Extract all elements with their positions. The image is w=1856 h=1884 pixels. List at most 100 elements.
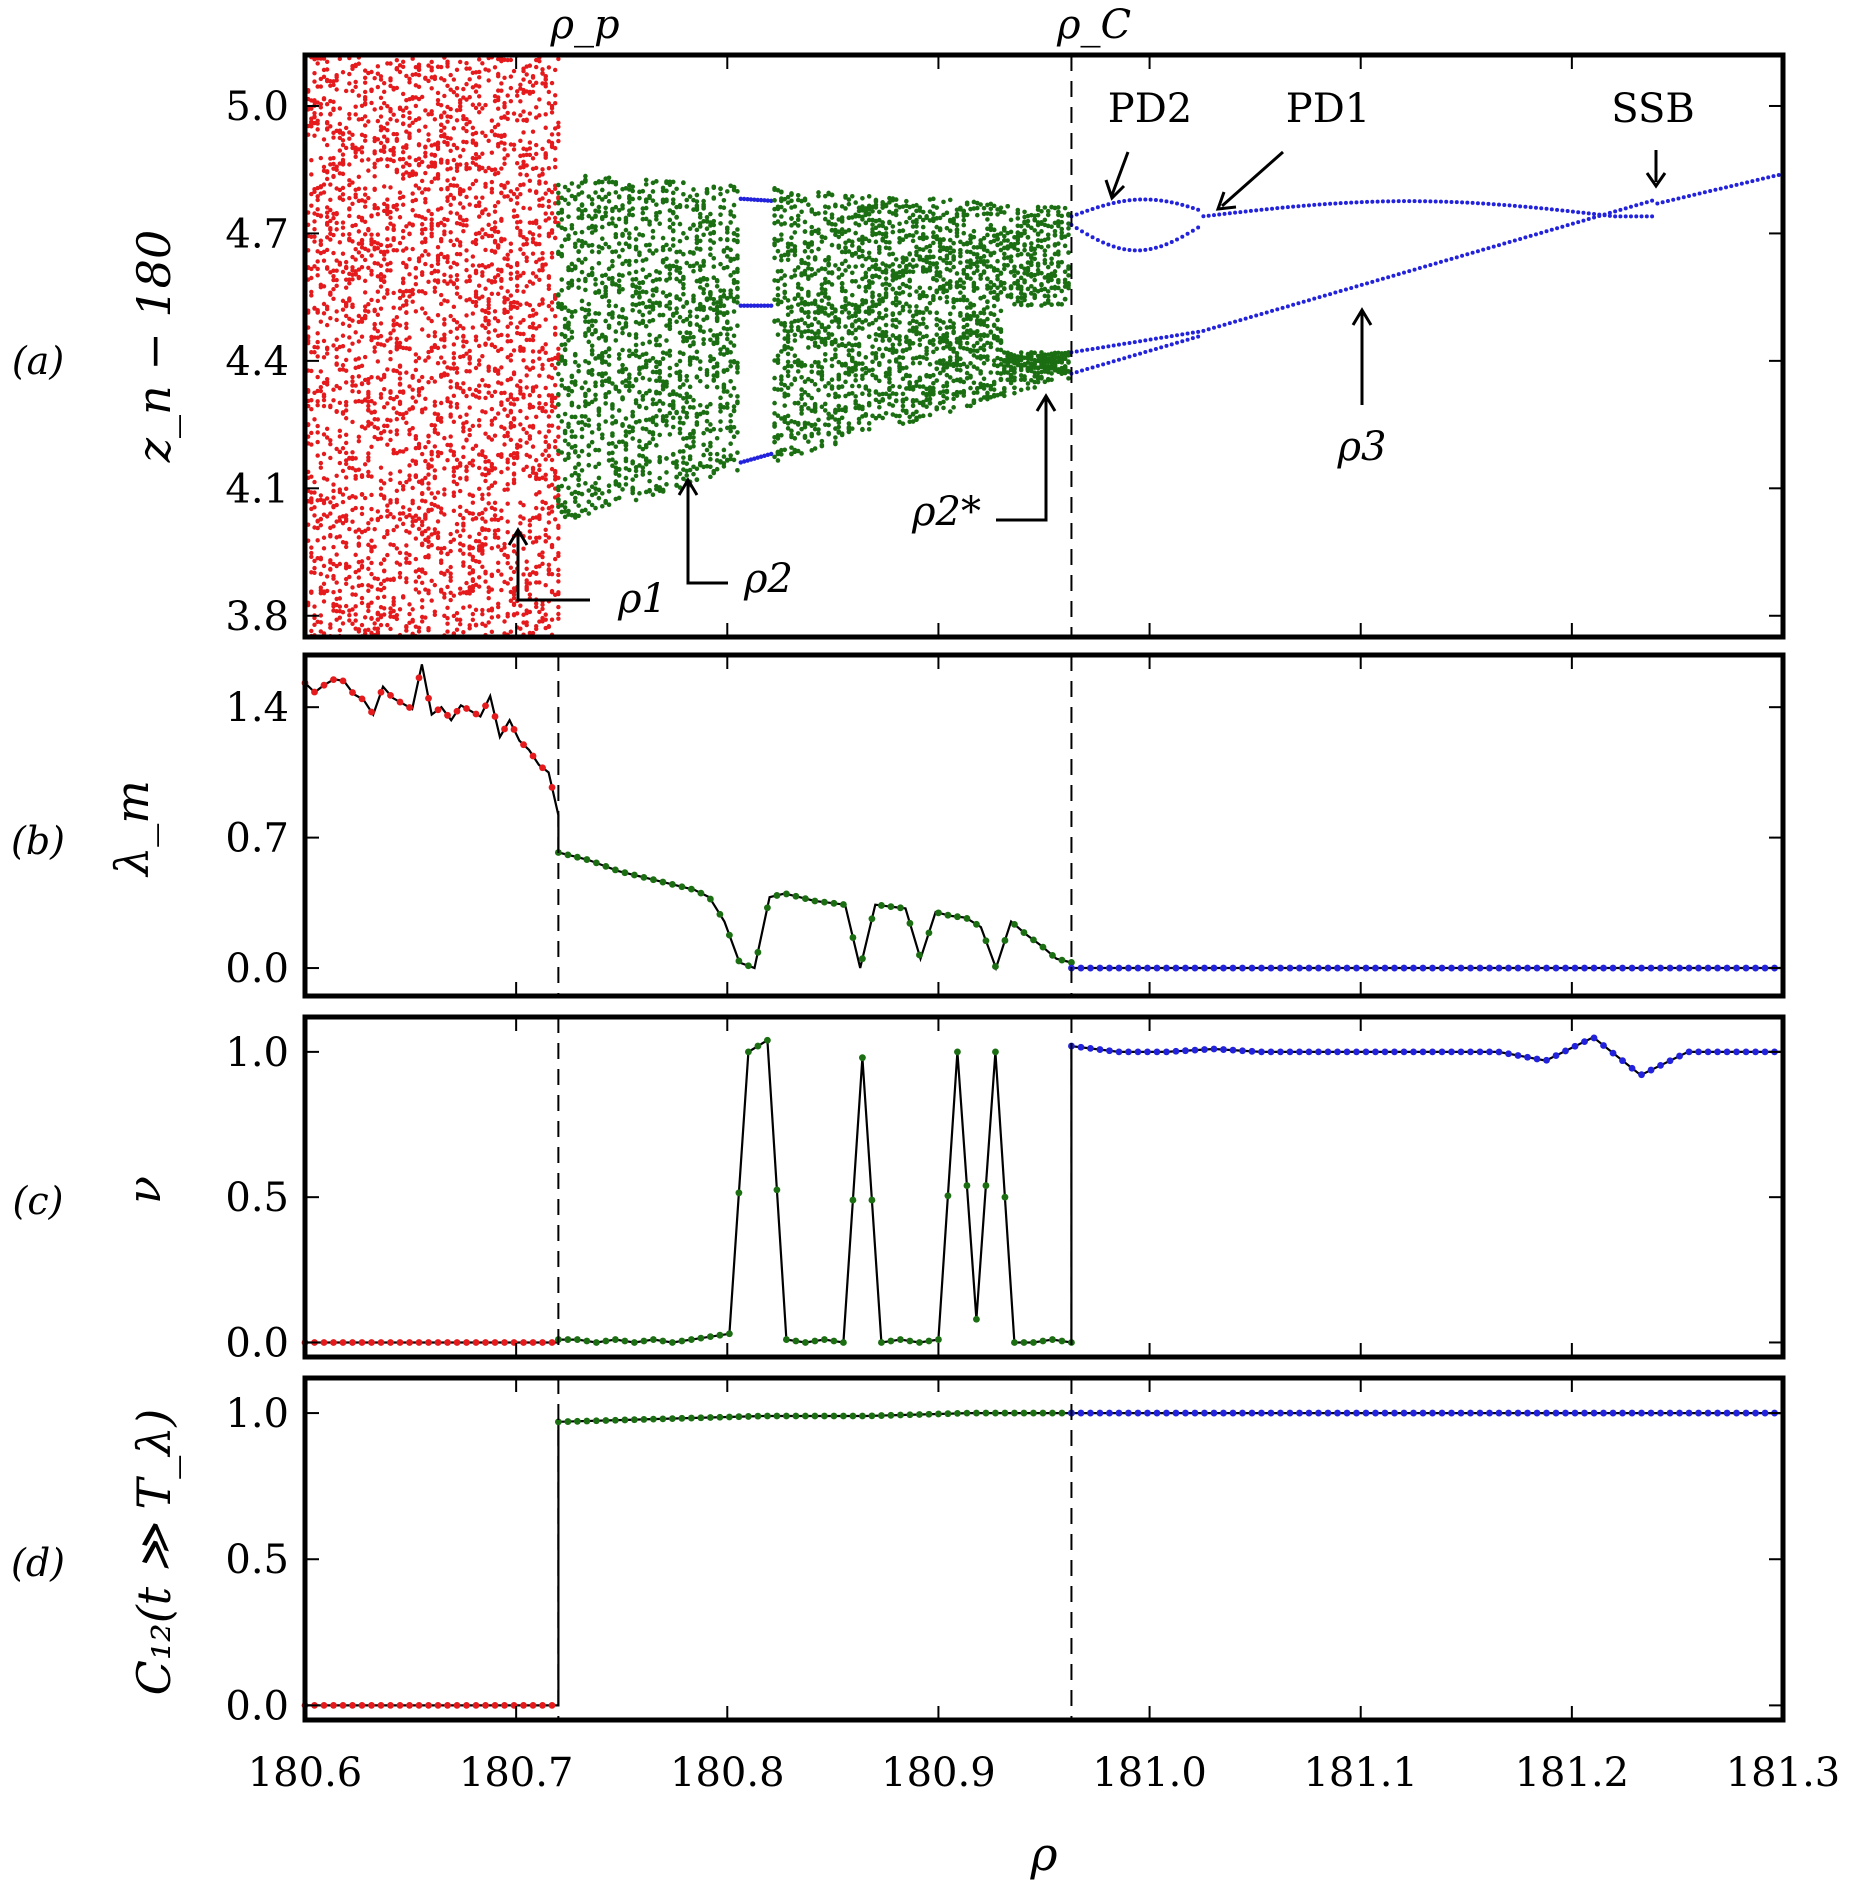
bifurcation-point	[559, 483, 565, 489]
bifurcation-point	[312, 505, 317, 510]
bifurcation-point	[660, 488, 666, 494]
bifurcation-point	[438, 122, 444, 127]
bifurcation-point	[470, 125, 476, 130]
bifurcation-point	[483, 231, 488, 237]
bifurcation-point	[620, 286, 625, 292]
bifurcation-point	[369, 615, 374, 621]
bifurcation-point	[505, 324, 510, 329]
bifurcation-point	[637, 371, 642, 377]
bifurcation-point	[369, 517, 374, 522]
bifurcation-point	[623, 442, 629, 448]
bifurcation-point	[385, 268, 390, 273]
bifurcation-point	[681, 382, 686, 387]
bifurcation-point	[486, 390, 491, 395]
bifurcation-point	[772, 375, 777, 381]
bifurcation-point	[461, 515, 466, 521]
bifurcation-point	[397, 411, 403, 417]
bifurcation-point	[583, 507, 588, 513]
bifurcation-point	[569, 491, 575, 497]
bifurcation-point	[340, 192, 346, 197]
bifurcation-point	[448, 106, 453, 112]
bifurcation-point	[476, 75, 482, 80]
bifurcation-point	[378, 395, 384, 400]
bifurcation-point	[410, 246, 415, 252]
bifurcation-point	[502, 183, 507, 189]
bifurcation-point	[331, 524, 336, 529]
bifurcation-point	[579, 385, 585, 391]
bifurcation-point	[633, 237, 639, 242]
bifurcation-point	[464, 121, 469, 127]
bifurcation-point	[378, 306, 384, 311]
bifurcation-point	[674, 259, 679, 264]
bifurcation-point	[404, 576, 409, 581]
bifurcation-point	[499, 267, 504, 273]
bifurcation-point	[432, 399, 438, 405]
bifurcation-point	[324, 574, 330, 579]
bifurcation-point	[372, 164, 377, 170]
bifurcation-point	[674, 306, 679, 311]
bifurcation-point	[321, 182, 327, 187]
bifurcation-point	[640, 472, 646, 477]
bifurcation-point	[483, 169, 488, 174]
bifurcation-point	[476, 559, 482, 565]
bifurcation-point	[697, 402, 703, 408]
bifurcation-point	[728, 378, 733, 384]
bifurcation-point	[407, 294, 412, 299]
bifurcation-point	[546, 443, 552, 448]
bifurcation-point	[467, 604, 472, 609]
bifurcation-point	[381, 606, 387, 611]
bifurcation-point	[388, 471, 393, 476]
bifurcation-point	[350, 132, 355, 138]
bifurcation-point	[530, 281, 536, 286]
bifurcation-point	[454, 165, 460, 170]
bifurcation-point	[457, 548, 463, 553]
bifurcation-point	[359, 595, 365, 601]
bifurcation-point	[711, 296, 717, 302]
bifurcation-point	[795, 265, 801, 270]
bifurcation-point	[359, 565, 365, 570]
bifurcation-point	[637, 389, 642, 395]
bifurcation-point	[375, 118, 381, 124]
bifurcation-point	[442, 466, 447, 471]
bifurcation-point	[589, 270, 595, 276]
bifurcation-point	[404, 143, 409, 148]
bifurcation-point	[486, 458, 491, 464]
bifurcation-point	[556, 579, 561, 584]
bifurcation-point	[413, 434, 419, 439]
bifurcation-point	[684, 300, 690, 306]
bifurcation-point	[714, 278, 720, 284]
bifurcation-point	[423, 406, 428, 411]
bifurcation-point	[802, 229, 808, 234]
bifurcation-point	[559, 502, 565, 508]
bifurcation-point	[576, 482, 581, 488]
bifurcation-point	[362, 80, 368, 85]
bifurcation-point	[467, 278, 472, 283]
bifurcation-point	[654, 179, 659, 184]
bifurcation-point	[822, 235, 828, 241]
bifurcation-point	[372, 621, 377, 626]
bifurcation-point	[586, 339, 592, 345]
bifurcation-point	[385, 528, 390, 534]
bifurcation-point	[502, 57, 507, 63]
bifurcation-point	[334, 446, 339, 452]
bifurcation-point	[407, 76, 412, 82]
bifurcation-point	[328, 78, 333, 84]
bifurcation-point	[378, 74, 384, 79]
bifurcation-point	[799, 317, 804, 323]
bifurcation-point	[566, 338, 571, 343]
bifurcation-point	[470, 493, 476, 498]
bifurcation-point	[687, 384, 693, 390]
bifurcation-point	[566, 214, 571, 219]
bifurcation-point	[508, 598, 514, 603]
bifurcation-point	[318, 613, 324, 618]
bifurcation-point	[362, 354, 368, 360]
bifurcation-point	[467, 297, 472, 302]
bifurcation-point	[331, 296, 336, 301]
bifurcation-point	[467, 77, 472, 82]
bifurcation-point	[388, 331, 393, 336]
bifurcation-point	[697, 366, 703, 372]
bifurcation-point	[489, 461, 495, 467]
bifurcation-point	[394, 560, 400, 565]
bifurcation-point	[404, 325, 409, 331]
bifurcation-point	[593, 282, 598, 287]
